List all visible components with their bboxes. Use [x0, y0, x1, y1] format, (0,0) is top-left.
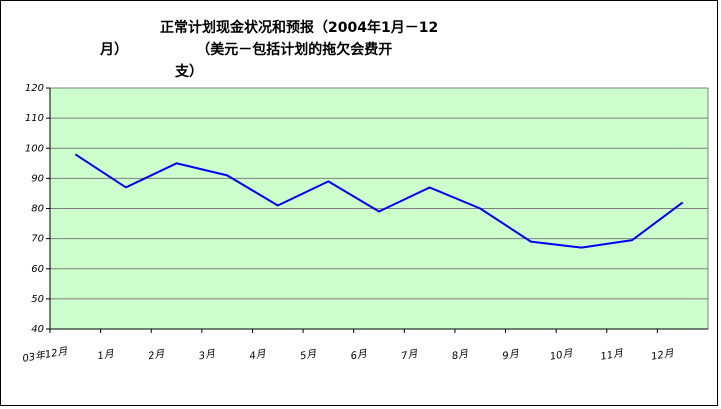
x-tick-label: 8月 — [451, 348, 470, 362]
y-tick-label: 50 — [31, 294, 44, 305]
x-tick-label: 12月 — [650, 348, 675, 363]
y-tick-label: 70 — [31, 234, 44, 245]
x-tick-label: 11月 — [600, 348, 625, 363]
y-tick-label: 80 — [31, 204, 44, 215]
x-tick-label: 3月 — [198, 348, 217, 362]
y-tick-label: 90 — [31, 173, 44, 184]
x-tick-label: 9月 — [502, 348, 521, 362]
chart-title: 支） — [174, 63, 203, 80]
x-tick-label: 2月 — [147, 348, 166, 362]
x-tick-label: 10月 — [549, 348, 574, 363]
x-tick-label: 5月 — [299, 348, 318, 362]
line-series — [74, 153, 684, 249]
y-tick-label: 100 — [25, 143, 44, 154]
y-tick-label: 110 — [25, 113, 44, 124]
chart-title: 正常计划现金状况和预报（2004年1月－12 — [160, 19, 438, 36]
x-tick-label: 6月 — [350, 348, 369, 362]
x-tick-label: 7月 — [400, 348, 419, 362]
chart-title: 月） （美元－包括计划的拖欠会费开 — [99, 41, 392, 58]
x-tick-label: 4月 — [249, 348, 268, 362]
y-tick-label: 40 — [31, 324, 44, 335]
y-tick-label: 60 — [31, 264, 44, 275]
x-tick-label: 1月 — [97, 348, 116, 362]
y-tick-label: 120 — [25, 83, 44, 94]
